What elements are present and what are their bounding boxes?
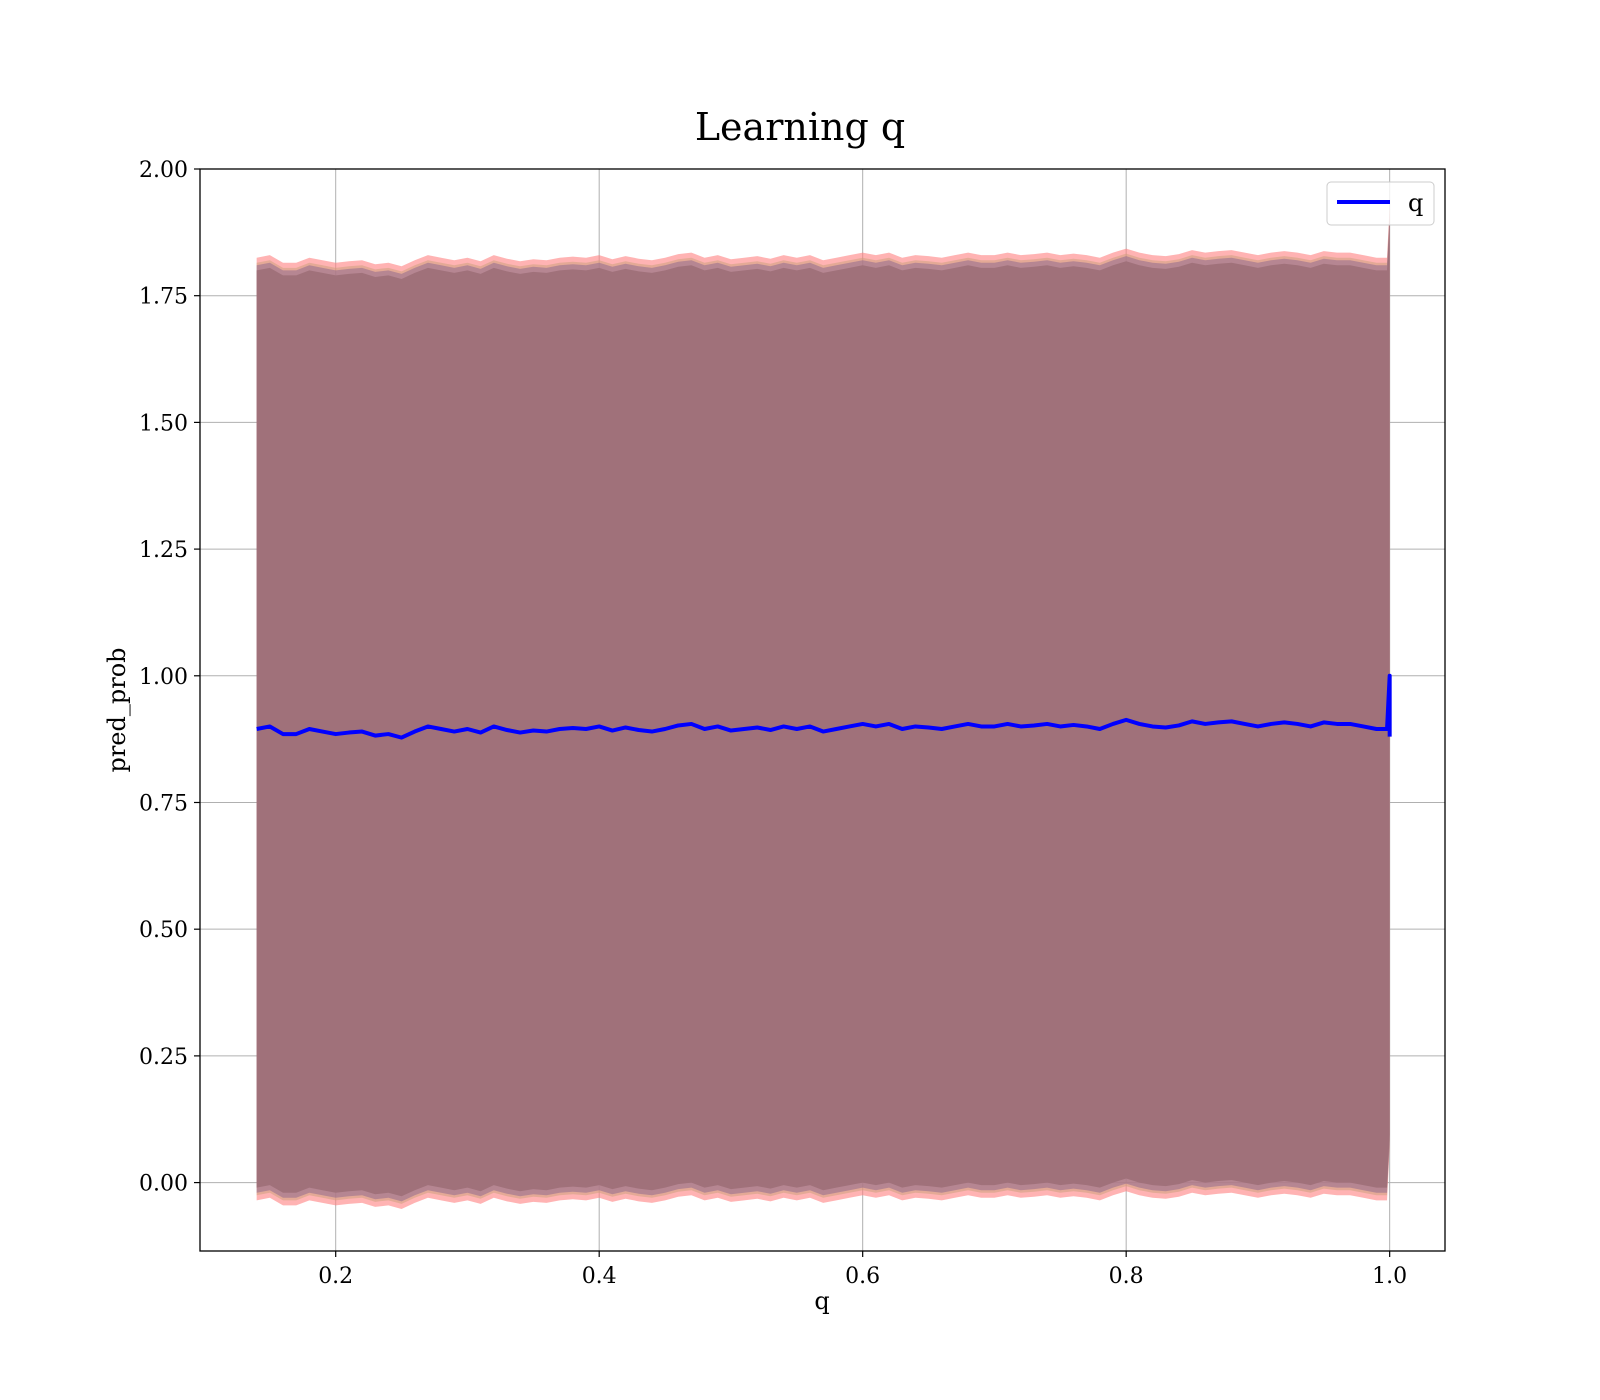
y-tick-label: 1.50 — [139, 411, 188, 436]
legend-label: q — [1408, 189, 1423, 217]
y-tick-label: 0.00 — [139, 1172, 188, 1197]
x-tick-label: 0.8 — [1109, 1264, 1144, 1289]
series-line-q — [256, 673, 1392, 740]
x-ticks: 0.2 0.4 0.6 0.8 1.0 — [318, 1251, 1407, 1289]
x-tick-label: 0.2 — [318, 1264, 353, 1289]
y-tick-label: 0.50 — [139, 918, 188, 943]
y-tick-label: 0.25 — [139, 1045, 188, 1070]
x-axis-label: q — [814, 1287, 829, 1315]
x-tick-label: 0.4 — [582, 1264, 617, 1289]
y-tick-label: 2.00 — [139, 158, 188, 183]
y-ticks: 0.00 0.25 0.50 0.75 1.00 1.25 1.50 1.75 2.00 — [139, 158, 200, 1197]
x-tick-label: 0.6 — [845, 1264, 880, 1289]
plot-frame — [199, 168, 1446, 1252]
y-tick-label: 1.75 — [139, 285, 188, 310]
confidence-bands — [256, 204, 1390, 1209]
y-tick-label: 1.00 — [139, 665, 188, 690]
y-tick-label: 0.75 — [139, 791, 188, 816]
confidence-band — [256, 217, 1390, 1197]
chart-title: Learning q — [695, 105, 905, 149]
y-axis-label: pred_prob — [103, 647, 131, 772]
x-tick-label: 1.0 — [1372, 1264, 1407, 1289]
y-tick-label: 1.25 — [139, 538, 188, 563]
legend: q — [1326, 181, 1435, 226]
series-lines — [256, 673, 1392, 740]
